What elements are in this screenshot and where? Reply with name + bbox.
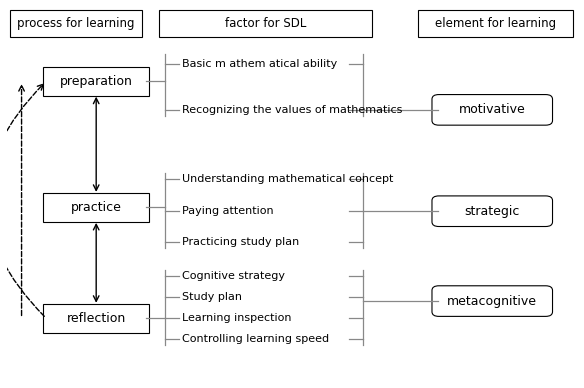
Text: Basic m athem atical ability: Basic m athem atical ability bbox=[182, 59, 338, 69]
FancyBboxPatch shape bbox=[432, 286, 552, 316]
FancyBboxPatch shape bbox=[432, 95, 552, 125]
Text: Practicing study plan: Practicing study plan bbox=[182, 237, 300, 247]
FancyBboxPatch shape bbox=[432, 196, 552, 227]
Text: process for learning: process for learning bbox=[18, 17, 135, 30]
Text: metacognitive: metacognitive bbox=[447, 294, 537, 308]
FancyArrowPatch shape bbox=[19, 85, 25, 315]
FancyArrowPatch shape bbox=[0, 84, 44, 316]
Text: preparation: preparation bbox=[60, 74, 133, 88]
FancyBboxPatch shape bbox=[159, 10, 371, 37]
Text: Controlling learning speed: Controlling learning speed bbox=[182, 334, 329, 344]
FancyBboxPatch shape bbox=[43, 193, 150, 222]
Text: element for learning: element for learning bbox=[434, 17, 556, 30]
Text: Paying attention: Paying attention bbox=[182, 206, 274, 216]
Text: Understanding mathematical concept: Understanding mathematical concept bbox=[182, 174, 394, 184]
FancyBboxPatch shape bbox=[10, 10, 142, 37]
FancyBboxPatch shape bbox=[43, 304, 150, 333]
FancyBboxPatch shape bbox=[418, 10, 573, 37]
FancyBboxPatch shape bbox=[43, 67, 150, 95]
Text: Cognitive strategy: Cognitive strategy bbox=[182, 271, 286, 281]
Text: Recognizing the values of mathematics: Recognizing the values of mathematics bbox=[182, 105, 402, 115]
Text: strategic: strategic bbox=[464, 205, 520, 218]
Text: factor for SDL: factor for SDL bbox=[225, 17, 306, 30]
Text: Learning inspection: Learning inspection bbox=[182, 313, 292, 323]
Text: reflection: reflection bbox=[67, 312, 126, 325]
Text: Study plan: Study plan bbox=[182, 292, 242, 302]
Text: motivative: motivative bbox=[459, 103, 526, 116]
Text: practice: practice bbox=[71, 201, 121, 214]
